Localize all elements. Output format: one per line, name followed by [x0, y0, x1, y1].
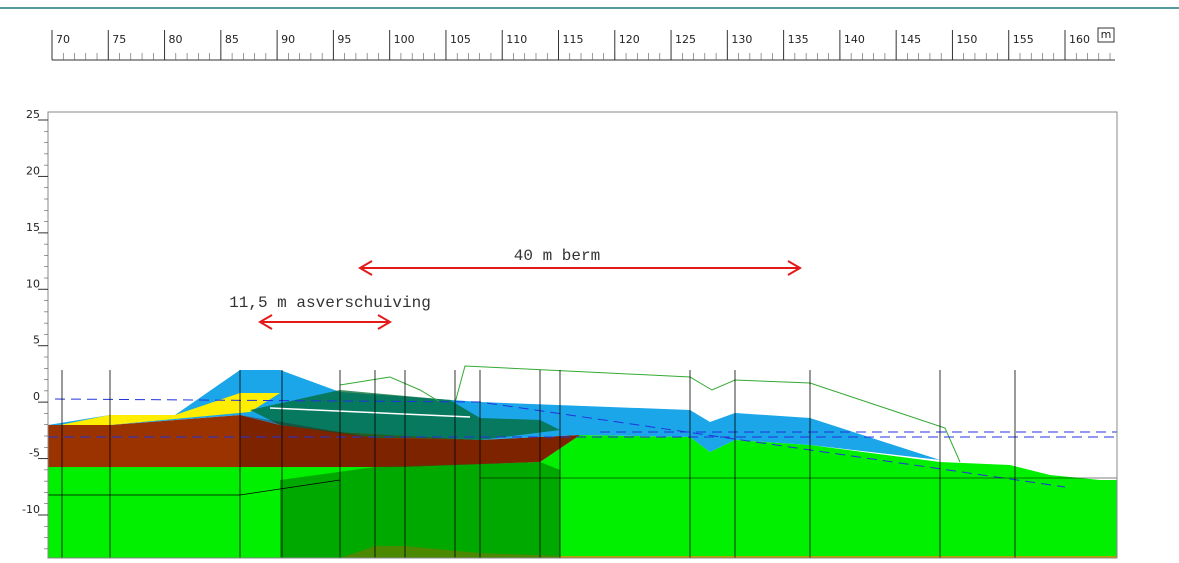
- ruler-label: 130: [731, 33, 752, 46]
- ruler-label: 135: [788, 33, 809, 46]
- shift-label: 11,5 m asverschuiving: [229, 294, 431, 312]
- ruler-label: 95: [337, 33, 351, 46]
- page: m 40 m berm 11,5 m asverschuiving 70 75 80…: [0, 0, 1179, 563]
- cross-section: m 40 m berm 11,5 m asverschuiving 70 75 80…: [0, 0, 1179, 563]
- ruler-label: 120: [619, 33, 640, 46]
- ruler-label: 140: [844, 33, 865, 46]
- influence-zone: [280, 462, 560, 558]
- ruler-label: 150: [956, 33, 977, 46]
- y-tick-label: 10: [26, 277, 40, 290]
- y-tick-label: 5: [33, 334, 40, 347]
- y-tick-label: 15: [26, 221, 40, 234]
- ruler-label: 70: [56, 33, 70, 46]
- ruler-label: 110: [506, 33, 527, 46]
- ruler-label: 155: [1013, 33, 1034, 46]
- berm-label: 40 m berm: [514, 247, 600, 265]
- y-tick-label: 0: [33, 390, 40, 403]
- ruler-label: 75: [112, 33, 126, 46]
- ruler-label: 100: [394, 33, 415, 46]
- ruler-label: 85: [225, 33, 239, 46]
- y-tick-label: -5: [29, 447, 40, 460]
- ruler-label: 115: [563, 33, 584, 46]
- y-tick-label: 25: [26, 108, 40, 121]
- ruler-label: 80: [169, 33, 183, 46]
- ruler-label: 90: [281, 33, 295, 46]
- y-tick-label: 20: [26, 164, 40, 177]
- ruler-label: 125: [675, 33, 696, 46]
- ruler-unit: m: [1101, 28, 1112, 41]
- y-tick-label: -10: [22, 503, 40, 516]
- ruler-label: 105: [450, 33, 471, 46]
- ruler-label: 160: [1069, 33, 1090, 46]
- soil-layers: [48, 112, 1117, 558]
- ruler-label: 145: [900, 33, 921, 46]
